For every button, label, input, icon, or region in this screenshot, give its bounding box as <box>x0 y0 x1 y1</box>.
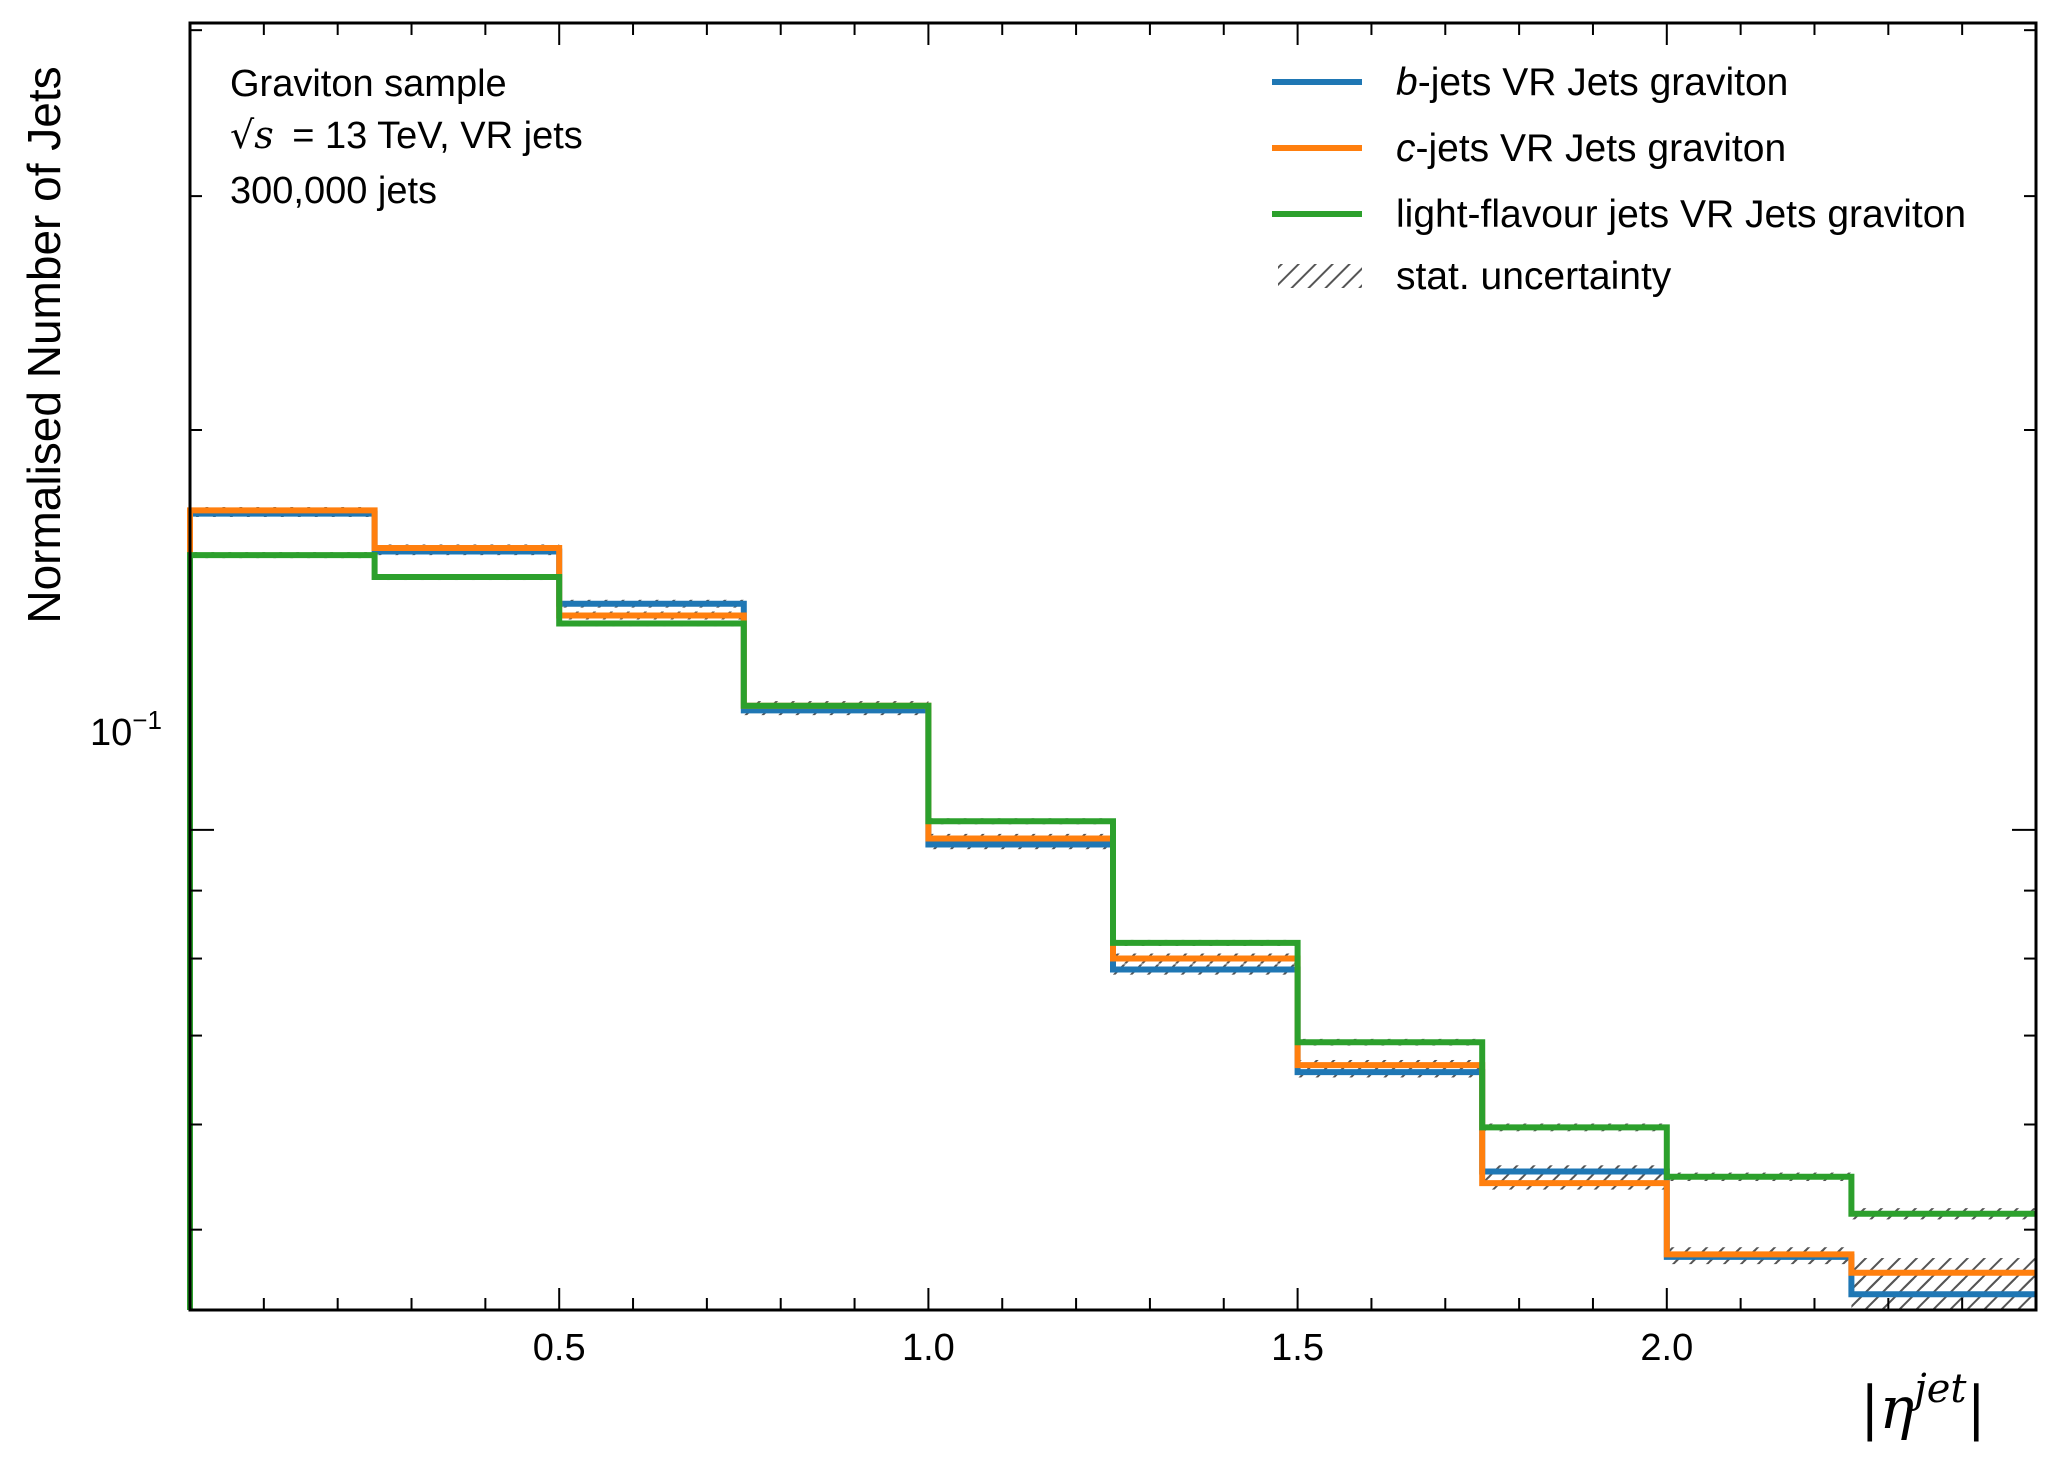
x-tick-labels: 0.5 1.0 1.5 2.0 <box>533 1327 1693 1369</box>
y-tick-exponent: −1 <box>132 705 162 735</box>
legend-b-italic: b <box>1396 61 1418 104</box>
x-axis-label: |ηjet| <box>1860 1366 1986 1442</box>
energy-text: = 13 TeV, VR jets <box>292 115 582 157</box>
legend-b-rest: -jets VR Jets graviton <box>1418 61 1789 104</box>
series-lines <box>187 507 2036 1310</box>
legend-label-uncertainty: stat. uncertainty <box>1396 255 1672 298</box>
y-tick-base: 10 <box>90 712 132 754</box>
y-tick-label-major: 10−1 <box>90 705 162 754</box>
legend-label-b-jets: b-jets VR Jets graviton <box>1396 61 1788 104</box>
series-line-2 <box>187 552 2036 1310</box>
annotation-block: Graviton sample √s = 13 TeV, VR jets 300… <box>230 63 583 212</box>
annotation-jets-count: 300,000 jets <box>230 170 437 212</box>
legend-swatch-uncertainty <box>1278 264 1362 288</box>
annotation-sample: Graviton sample <box>230 63 507 105</box>
legend-c-italic: c <box>1396 127 1416 170</box>
x-tick-label: 1.0 <box>902 1327 955 1369</box>
plot-frame <box>188 21 2038 1312</box>
x-tick-label: 2.0 <box>1640 1327 1693 1369</box>
x-label-eta: η <box>1880 1374 1915 1442</box>
x-tick-label: 0.5 <box>533 1327 586 1369</box>
legend-label-light-jets: light-flavour jets VR Jets graviton <box>1396 193 1966 236</box>
legend-c-rest: -jets VR Jets graviton <box>1416 127 1787 170</box>
legend-label-c-jets: c-jets VR Jets graviton <box>1396 127 1786 170</box>
annotation-energy: √s = 13 TeV, VR jets <box>230 113 583 157</box>
axis-ticks <box>190 23 2036 1310</box>
y-axis-label: Normalised Number of Jets <box>18 66 70 623</box>
x-tick-label: 1.5 <box>1271 1327 1324 1369</box>
sqrt-s-symbol: √s <box>230 113 274 157</box>
x-label-bar-left: | <box>1860 1374 1880 1442</box>
x-label-bar-right: | <box>1966 1374 1986 1442</box>
x-label-superscript: jet <box>1906 1366 1967 1412</box>
plot-area <box>187 21 2038 1312</box>
legend: b-jets VR Jets graviton c-jets VR Jets g… <box>1272 61 1966 298</box>
